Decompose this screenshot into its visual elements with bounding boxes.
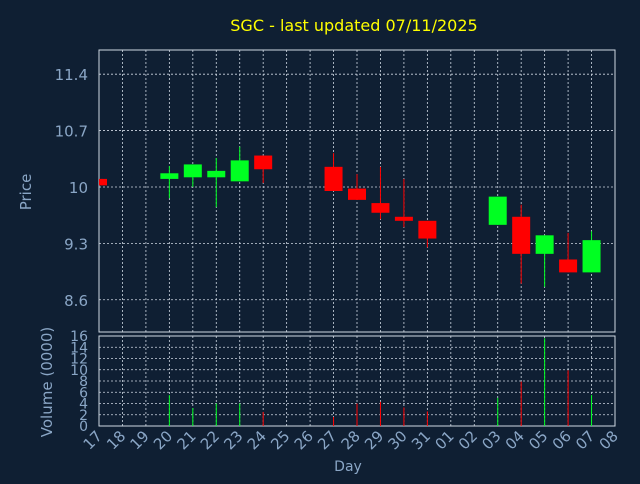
day-tick-label: 19 <box>127 427 153 453</box>
price-tick-label: 11.4 <box>55 66 88 84</box>
volume-tick-label: 0 <box>79 419 88 435</box>
candle <box>99 178 107 186</box>
candle-body <box>559 259 578 273</box>
volume-tick-label: 8 <box>79 374 88 390</box>
day-tick-label: 07 <box>572 427 598 453</box>
candle-body <box>512 216 531 254</box>
price-axis-label: Price <box>17 174 35 211</box>
candle-body <box>230 160 249 182</box>
day-tick-label: 21 <box>173 427 199 453</box>
candle <box>512 204 531 284</box>
volume-tick-label: 2 <box>79 408 88 424</box>
candle <box>160 166 179 199</box>
volume-tick-label: 14 <box>70 340 88 356</box>
day-tick-label: 30 <box>385 427 411 453</box>
day-tick-label: 23 <box>220 427 246 453</box>
day-axis-label: Day <box>334 459 362 475</box>
candle-body <box>183 164 202 178</box>
day-tick-label: 08 <box>596 427 622 453</box>
day-tick-label: 24 <box>244 427 270 453</box>
price-tick-label: 9.3 <box>64 235 88 253</box>
day-tick-label: 01 <box>431 427 457 453</box>
chart-title: SGC - last updated 07/11/2025 <box>230 16 477 35</box>
candle <box>394 178 413 228</box>
volume-tick-label: 6 <box>79 385 88 401</box>
day-tick-label: 04 <box>502 427 528 453</box>
candle-body <box>207 170 226 178</box>
candle-body <box>254 155 273 170</box>
day-tick-label: 22 <box>197 427 223 453</box>
candle-body <box>371 203 390 213</box>
day-tick-label: 25 <box>267 427 293 453</box>
candle-body <box>394 216 413 221</box>
candle <box>183 164 202 187</box>
day-tick-label: 02 <box>455 427 481 453</box>
candle <box>348 174 366 200</box>
candle <box>254 155 273 183</box>
day-tick-label: 20 <box>150 427 176 453</box>
volume-tick-label: 12 <box>70 352 88 368</box>
price-tick-label: 10.7 <box>55 123 88 141</box>
candle <box>207 157 226 208</box>
candle-body <box>99 178 107 186</box>
volume-tick-label: 16 <box>70 329 88 345</box>
volume-tick-label: 10 <box>70 363 88 379</box>
candle-body <box>160 173 179 179</box>
volume-bars <box>168 338 593 426</box>
day-tick-label: 05 <box>525 427 551 453</box>
volume-grid <box>98 335 616 427</box>
day-tick-label: 28 <box>338 427 364 453</box>
day-tick-label: 06 <box>549 427 575 453</box>
day-tick-label: 03 <box>478 427 504 453</box>
day-tick-label: 31 <box>408 427 434 453</box>
price-tick-labels: 11.4 10.7 10 9.3 8.6 <box>55 66 88 310</box>
day-tick-label: 29 <box>361 427 387 453</box>
candle <box>230 146 249 182</box>
day-tick-label: 18 <box>103 427 129 453</box>
day-tick-label: 27 <box>314 427 340 453</box>
volume-tick-label: 4 <box>79 397 88 413</box>
candle <box>535 235 554 287</box>
volume-axis-label: Volume (0000) <box>38 327 56 437</box>
candle <box>582 231 601 273</box>
day-tick-labels: 1718192021222324252627282930310102030405… <box>80 427 622 453</box>
candle <box>371 166 390 220</box>
candle-body <box>418 220 437 239</box>
price-tick-label: 10 <box>69 179 88 197</box>
candle <box>418 220 437 248</box>
day-tick-label: 26 <box>291 427 317 453</box>
candle-body <box>348 188 366 200</box>
candle-body <box>582 240 601 273</box>
candle-body <box>324 166 343 191</box>
candle <box>488 196 507 225</box>
candle <box>324 153 343 191</box>
candle <box>559 232 578 273</box>
price-tick-label: 8.6 <box>64 292 88 310</box>
candle-body <box>488 196 507 225</box>
candle-body <box>535 235 554 254</box>
candles <box>99 146 601 287</box>
